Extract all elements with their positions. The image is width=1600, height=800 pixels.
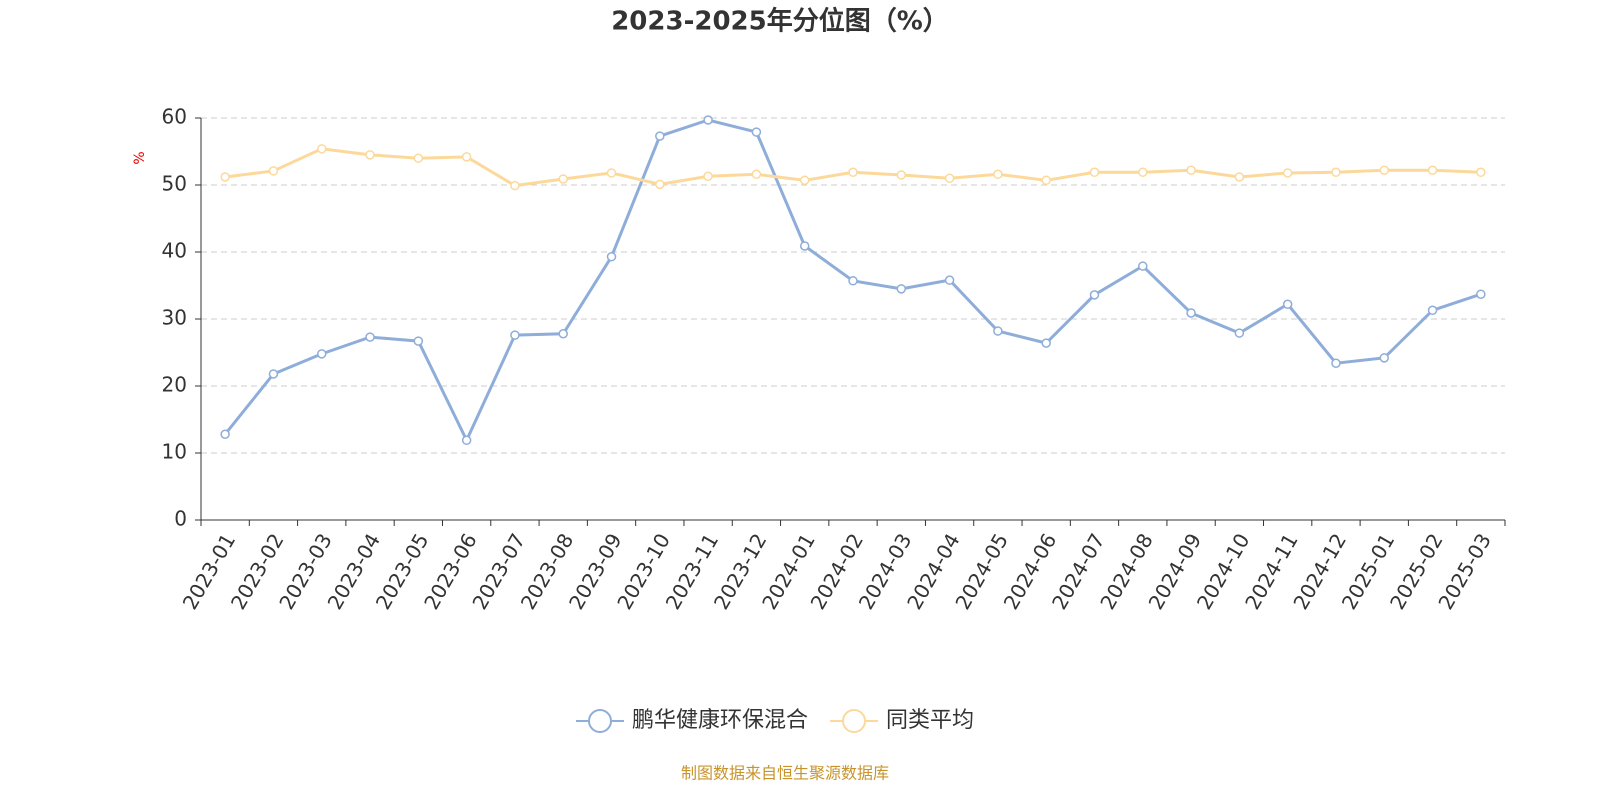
data-point <box>268 369 279 379</box>
data-point <box>220 429 230 439</box>
legend-item: 同类平均 <box>830 708 974 733</box>
data-point <box>944 173 955 184</box>
y-tick-label: 30 <box>162 306 187 330</box>
data-point <box>558 174 568 184</box>
data-point <box>703 115 713 125</box>
legend-marker <box>842 709 867 733</box>
data-point <box>220 172 230 182</box>
data-point <box>1331 167 1341 178</box>
data-point <box>1186 308 1196 318</box>
data-point <box>944 275 955 285</box>
data-point <box>1186 165 1196 176</box>
y-tick-label: 10 <box>162 440 187 464</box>
y-tick-label: 40 <box>162 239 187 263</box>
data-point <box>848 276 858 286</box>
source-note: 制图数据来自恒生聚源数据库 <box>681 764 889 783</box>
data-point <box>1089 290 1100 300</box>
y-tick-label: 0 <box>174 507 187 531</box>
legend-item: 鹏华健康环保混合 <box>576 708 808 733</box>
data-point <box>413 153 424 163</box>
data-point <box>316 349 327 359</box>
data-point <box>799 175 810 186</box>
data-point <box>655 131 665 141</box>
data-point <box>1427 305 1438 316</box>
data-point <box>1282 299 1293 310</box>
data-point <box>1427 165 1438 176</box>
chart-title: 2023-2025年分位图（%） <box>611 6 949 37</box>
data-point <box>703 171 713 182</box>
data-point <box>413 336 424 346</box>
data-point <box>461 152 472 162</box>
data-point <box>1476 289 1486 299</box>
y-tick-label: 20 <box>162 373 187 397</box>
data-point <box>365 332 375 342</box>
data-point <box>896 284 907 294</box>
data-point <box>848 167 858 178</box>
data-point <box>1379 353 1390 363</box>
data-point <box>1379 165 1390 176</box>
data-point <box>558 328 568 339</box>
data-point <box>993 326 1003 336</box>
data-point <box>1041 175 1051 186</box>
y-tick-label: 50 <box>162 172 187 196</box>
data-point <box>751 127 762 137</box>
data-point <box>1138 261 1148 271</box>
data-point <box>1476 167 1486 178</box>
data-point <box>799 241 810 251</box>
data-point <box>510 330 520 340</box>
data-point <box>751 169 762 180</box>
series-line <box>224 147 1481 188</box>
data-point <box>606 251 617 262</box>
data-point <box>461 435 472 446</box>
legend-marker <box>588 709 612 733</box>
data-point <box>896 170 907 180</box>
data-point <box>993 169 1003 180</box>
data-point <box>1089 167 1100 178</box>
data-point <box>1234 172 1245 182</box>
legend-label: 同类平均 <box>886 708 974 733</box>
y-axis-label: % <box>132 151 148 164</box>
data-point <box>1041 338 1051 348</box>
y-tick-label: 60 <box>162 105 187 129</box>
data-point <box>510 180 520 191</box>
data-point <box>1331 358 1341 368</box>
legend-label: 鹏华健康环保混合 <box>632 708 808 733</box>
data-point <box>655 179 665 190</box>
data-point <box>268 166 279 176</box>
data-point <box>365 150 375 160</box>
data-point <box>316 144 327 154</box>
data-point <box>606 168 617 178</box>
data-point <box>1234 328 1245 338</box>
data-point <box>1138 167 1148 178</box>
data-point <box>1282 168 1293 178</box>
